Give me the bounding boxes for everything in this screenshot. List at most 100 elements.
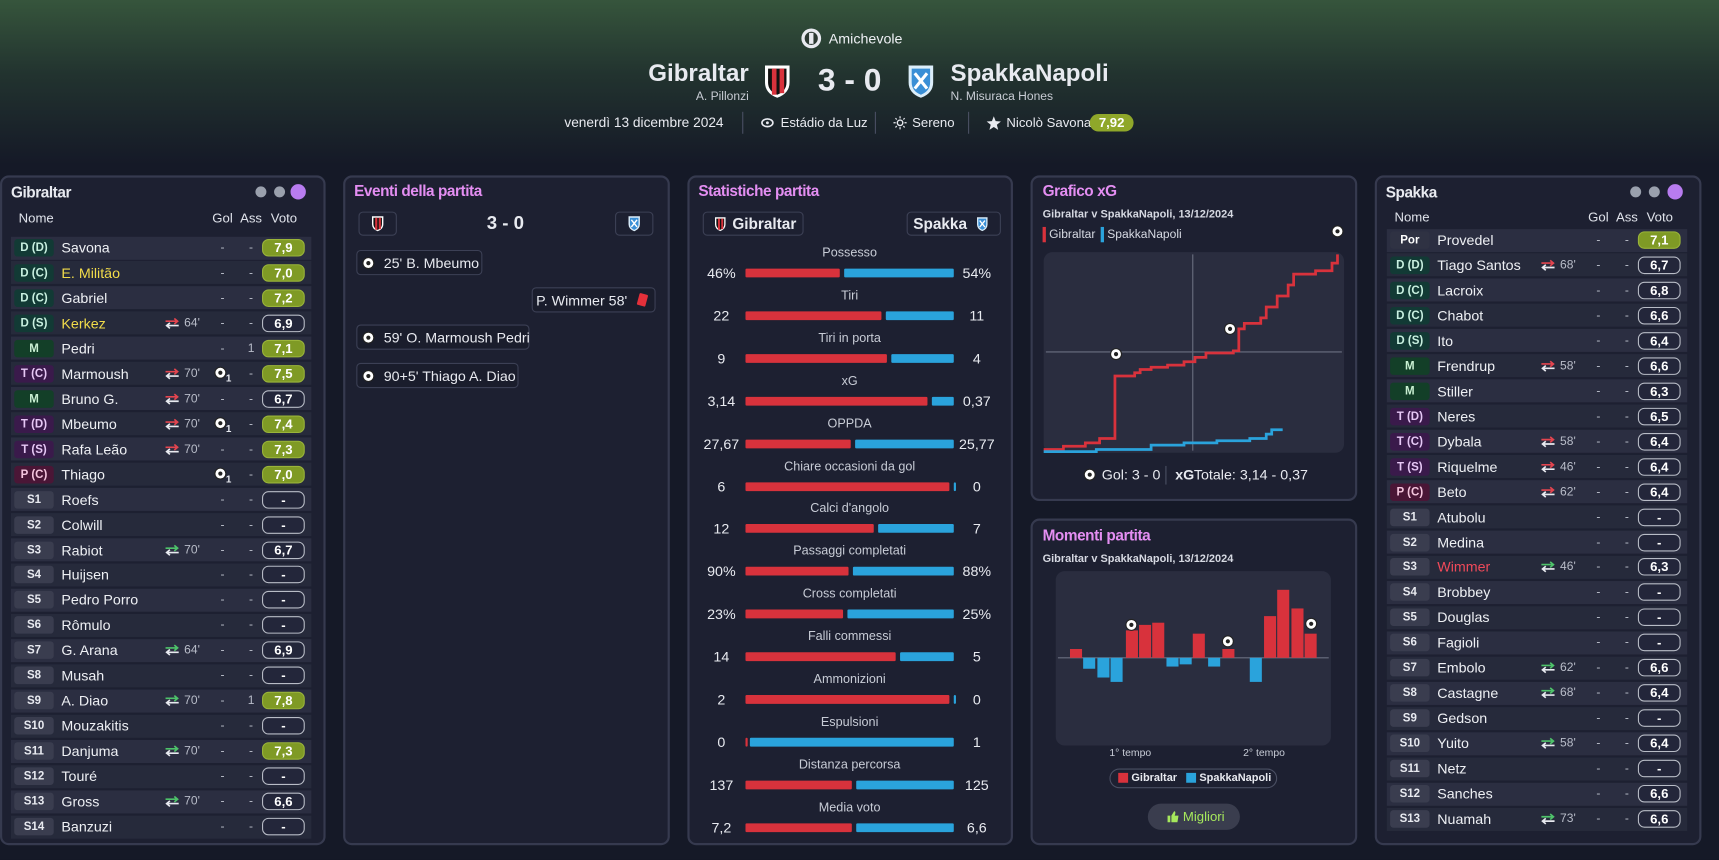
stat-bar-away (891, 353, 954, 363)
sub-minute: 70' (184, 794, 200, 809)
player-row (1386, 228, 1688, 252)
rating-badge: 6,6 (1637, 659, 1681, 677)
assists: - (1624, 384, 1629, 398)
rating-badge: 7,1 (1637, 231, 1681, 249)
sub-icon (165, 418, 179, 430)
player-name: Castagne (1437, 684, 1499, 702)
stats-panel (687, 175, 1013, 846)
player-row (10, 815, 312, 839)
panel-dot (274, 186, 286, 198)
goals: - (1596, 258, 1601, 272)
goals: - (1596, 460, 1601, 474)
rating-badge: - (1637, 634, 1681, 652)
ball-icon (1331, 225, 1344, 238)
player-name: Thiago (61, 466, 105, 483)
legend-swatch (1100, 226, 1104, 243)
half-label: 1° tempo (1109, 747, 1152, 760)
player-name: Medina (1437, 533, 1484, 551)
stat-bar-away (878, 524, 954, 534)
separator (968, 111, 970, 134)
player-row (10, 462, 312, 486)
position-badge: S11 (14, 742, 54, 760)
player-row (1386, 379, 1688, 403)
player-name: Rafa Leão (61, 440, 128, 458)
goals: - (1596, 384, 1601, 398)
player-name: Provedel (1437, 231, 1494, 249)
stat-bar-home (745, 652, 896, 662)
stat-label: Tiri (841, 289, 859, 303)
player-row (10, 689, 312, 713)
player-row (1386, 480, 1688, 504)
goals: - (220, 442, 225, 456)
team-crest (908, 65, 934, 98)
player-name: Gross (61, 793, 100, 810)
player-name: Bruno G. (61, 390, 119, 408)
goals: - (220, 643, 225, 658)
stat-bar-away (847, 609, 954, 619)
ball-icon (214, 467, 227, 480)
assists: - (1624, 233, 1629, 247)
assists: - (249, 643, 254, 658)
stat-bar-home (745, 353, 887, 363)
crest-box (358, 211, 397, 236)
rating-badge: 6,3 (1637, 382, 1681, 400)
panel-dot (1630, 186, 1642, 198)
assists: - (1624, 283, 1629, 297)
assists: - (1624, 611, 1629, 625)
assists: - (1624, 460, 1629, 474)
away-team: SpakkaNapoli (950, 59, 1109, 87)
position-badge: S2 (1390, 533, 1430, 551)
event-box (531, 287, 656, 313)
player-row (1386, 329, 1688, 353)
stat-bar-away (885, 311, 954, 320)
goals: - (220, 694, 225, 708)
player-row (1386, 530, 1688, 554)
position-badge: D (C) (14, 264, 54, 282)
assists: - (249, 241, 254, 255)
legend-box (1109, 768, 1278, 789)
position-badge: D (D) (14, 238, 54, 257)
goals: - (220, 669, 225, 683)
ball-icon (214, 416, 227, 429)
stats-home-team: Gibraltar (732, 214, 797, 233)
stat-label: Chiare occasioni da gol (784, 459, 916, 474)
column-header: Nome (1394, 209, 1430, 225)
rating-badge: 7,9 (262, 238, 305, 257)
ball-icon (1305, 617, 1318, 630)
goals: - (220, 820, 225, 834)
stat-bar-away (852, 567, 954, 576)
stat-bar-away (843, 268, 954, 278)
player-name: Frendrup (1437, 357, 1496, 375)
position-badge: S2 (14, 515, 54, 534)
sub-minute: 58' (1560, 736, 1576, 751)
stat-bar-away (900, 652, 954, 662)
player-row (10, 563, 312, 587)
goals: - (220, 719, 225, 733)
position-badge: S12 (1390, 785, 1430, 803)
stat-bar-home (745, 311, 882, 320)
match-date: venerdì 13 dicembre 2024 (564, 115, 724, 131)
player-row (10, 613, 312, 637)
player-name: Pedro Porro (61, 591, 139, 609)
assists: - (249, 417, 254, 431)
goals: - (220, 392, 225, 406)
column-header: Voto (1646, 209, 1673, 225)
position-badge: S10 (14, 717, 54, 735)
player-name: Atubolu (1437, 508, 1486, 526)
sub-minute: 64' (184, 643, 200, 658)
events-panel (343, 175, 670, 846)
position-badge: S3 (14, 541, 54, 559)
player-name: Netz (1437, 760, 1467, 777)
rating-badge: 7,1 (262, 339, 305, 358)
best-button[interactable] (1147, 803, 1240, 830)
event-box (356, 362, 519, 389)
stat-away: 25% (962, 605, 992, 623)
goals: - (220, 769, 225, 783)
player-row (1386, 555, 1688, 579)
assists: - (249, 568, 254, 582)
assists: - (1624, 585, 1629, 600)
sub-icon (165, 795, 179, 808)
position-badge: S8 (14, 666, 54, 685)
goals: - (220, 341, 225, 356)
